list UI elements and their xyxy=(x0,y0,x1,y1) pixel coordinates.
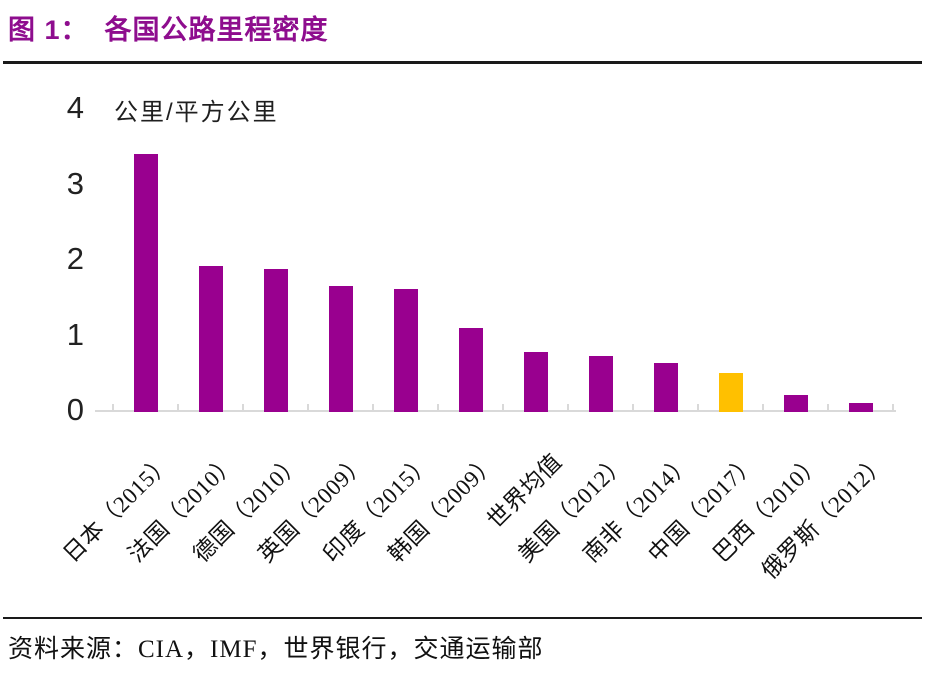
bar xyxy=(458,328,483,412)
y-axis-tick-label: 2 xyxy=(66,241,84,277)
x-axis-line xyxy=(95,410,896,412)
x-axis-tick-mark xyxy=(242,404,244,411)
bar-highlighted xyxy=(718,373,743,412)
bar xyxy=(393,289,418,412)
bar xyxy=(328,286,353,412)
x-axis-tick-mark xyxy=(502,404,504,411)
x-axis-tick-mark xyxy=(177,404,179,411)
y-axis-tick-label: 4 xyxy=(66,90,84,126)
y-axis-tick-label: 0 xyxy=(66,392,84,427)
bar xyxy=(653,363,678,412)
bar xyxy=(133,154,158,412)
bar xyxy=(263,269,288,412)
bar xyxy=(198,266,223,412)
top-divider-line xyxy=(3,61,922,64)
figure-number: 图 1： xyxy=(8,14,89,45)
y-axis-tick-label: 3 xyxy=(66,165,84,201)
bar xyxy=(588,356,613,412)
bottom-divider-line xyxy=(3,617,922,619)
y-axis-tick-label: 1 xyxy=(66,316,84,352)
x-axis-tick-mark xyxy=(892,404,894,411)
x-axis-tick-mark xyxy=(632,404,634,411)
x-axis-tick-mark xyxy=(307,404,309,411)
x-axis-tick-mark xyxy=(762,404,764,411)
bar xyxy=(783,395,808,412)
y-axis-unit-label: 公里/平方公里 xyxy=(114,99,279,126)
x-axis-tick-mark xyxy=(437,404,439,411)
x-axis-tick-mark xyxy=(372,404,374,411)
source-note: 资料来源：CIA，IMF，世界银行，交通运输部 xyxy=(8,636,544,663)
x-axis-tick-mark xyxy=(827,404,829,411)
bar xyxy=(523,352,548,412)
x-axis-tick-mark xyxy=(567,404,569,411)
x-axis-tick-mark xyxy=(112,404,114,411)
x-axis-tick-mark xyxy=(697,404,699,411)
bar xyxy=(848,403,873,412)
bar-chart: 公里/平方公里 0 1 2 3 4 日本（2015） 法国（2010） 德国（2010） 英国（… xyxy=(0,70,925,615)
figure-title: 图 1： 各国公路里程密度 xyxy=(8,6,329,48)
figure-title-text: 各国公路里程密度 xyxy=(104,14,329,45)
